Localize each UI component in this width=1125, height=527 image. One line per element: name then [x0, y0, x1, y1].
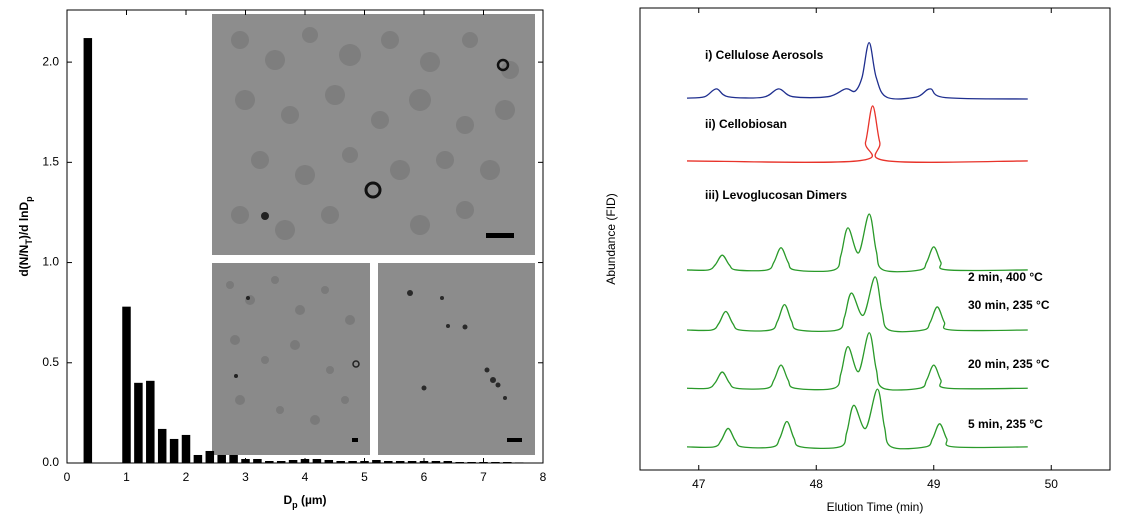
micrograph: [212, 14, 535, 255]
y-tick-label: 1.0: [42, 255, 59, 269]
bar: [491, 461, 500, 463]
x-tick-label: 8: [540, 470, 547, 484]
y-tick-label: 0.0: [42, 455, 59, 469]
particle: [352, 360, 360, 368]
plot-frame: [639, 7, 1111, 471]
bar: [169, 438, 179, 463]
micrograph: [212, 263, 370, 455]
y-tick-label: 0.5: [42, 355, 59, 369]
particles: [407, 290, 507, 400]
trace: [686, 105, 1028, 163]
x-axis-label: Elution Time (min): [827, 500, 924, 514]
trace-label: 20 min, 235 °C: [968, 357, 1050, 371]
bar: [503, 461, 512, 463]
particle: [261, 212, 269, 220]
trace: [686, 213, 1028, 273]
bar: [372, 459, 381, 463]
y-tick-label: 1.5: [42, 155, 59, 169]
x-tick-label: 7: [480, 470, 487, 484]
scale-bar: [507, 438, 522, 442]
x-tick-label: 47: [692, 477, 706, 491]
y-axis-label: Abundance (FID): [604, 193, 618, 284]
label-part: p: [24, 196, 34, 202]
insets: [212, 14, 535, 455]
bar: [336, 460, 345, 463]
chart: 0 1 2 3 4 5 6 7 8 0.0 0.5 1.0 1.5 2.0 Dp (µm) d(N/NT)/d…: [17, 9, 547, 510]
bar: [276, 460, 286, 463]
trace-label: i) Cellulose Aerosols: [705, 48, 824, 62]
particle: [364, 181, 382, 199]
x-axis-label: Dp (µm): [283, 493, 326, 510]
bar: [300, 458, 310, 463]
y-axis-label: d(N/NT)/d lnDp: [17, 196, 34, 277]
scale-bar: [352, 438, 358, 442]
label-part: p: [292, 500, 298, 510]
bar: [83, 38, 93, 463]
bar: [419, 460, 429, 463]
trace-label: 2 min, 400 °C: [968, 270, 1043, 284]
trace: [686, 388, 1028, 450]
x-tick-label: 49: [927, 477, 941, 491]
bar: [288, 459, 298, 463]
particle: [234, 374, 238, 378]
trace: [686, 332, 1028, 391]
bar: [455, 461, 464, 463]
bar: [157, 428, 167, 463]
bar: [181, 434, 191, 463]
micrograph-texture: [226, 276, 355, 425]
x-tick-label: 2: [183, 470, 190, 484]
bar: [360, 460, 369, 463]
micrograph: [378, 263, 535, 455]
bar: [467, 461, 476, 463]
label-part: d(N/N: [17, 245, 31, 277]
chart: 47 48 49 50 Elution Time (min) Abundance (FID…: [604, 7, 1111, 514]
bar: [265, 460, 274, 463]
bar: [146, 380, 155, 463]
x-tick-label: 6: [421, 470, 428, 484]
bar: [443, 460, 453, 463]
bar: [348, 460, 357, 463]
x-tick-label: 4: [302, 470, 309, 484]
bar: [205, 450, 215, 463]
bar: [384, 460, 393, 463]
bar: [324, 459, 334, 463]
x-tick-label: 1: [123, 470, 130, 484]
label-part: (µm): [298, 493, 327, 507]
bar: [407, 460, 417, 463]
bar: [312, 458, 322, 463]
bar: [217, 454, 226, 463]
annotation: iii) Levoglucosan Dimers: [705, 188, 847, 202]
x-tick-label: 0: [64, 470, 71, 484]
particle: [246, 296, 250, 300]
bar: [431, 460, 441, 463]
trace-label: 5 min, 235 °C: [968, 417, 1043, 431]
bar: [134, 382, 143, 463]
label-part: )/d lnD: [17, 202, 31, 240]
bar: [395, 460, 405, 463]
bar: [193, 454, 203, 463]
bar: [253, 458, 262, 463]
bar: [229, 454, 238, 463]
label-part: D: [283, 493, 292, 507]
bar: [241, 458, 250, 463]
particle: [496, 58, 510, 72]
label-part: T: [24, 239, 34, 245]
x-tick-label: 5: [361, 470, 368, 484]
bar: [479, 461, 488, 463]
trace: [686, 41, 1028, 100]
scale-bar: [486, 233, 514, 238]
y-tick-label: 2.0: [42, 54, 59, 68]
x-tick-label: 3: [242, 470, 249, 484]
bar: [122, 306, 131, 463]
micrograph-texture: [231, 27, 519, 240]
trace: [686, 276, 1028, 333]
plot-frame: [66, 9, 544, 464]
x-tick-label: 50: [1045, 477, 1059, 491]
trace-label: ii) Cellobiosan: [705, 117, 787, 131]
x-tick-label: 48: [810, 477, 824, 491]
trace-label: 30 min, 235 °C: [968, 298, 1050, 312]
